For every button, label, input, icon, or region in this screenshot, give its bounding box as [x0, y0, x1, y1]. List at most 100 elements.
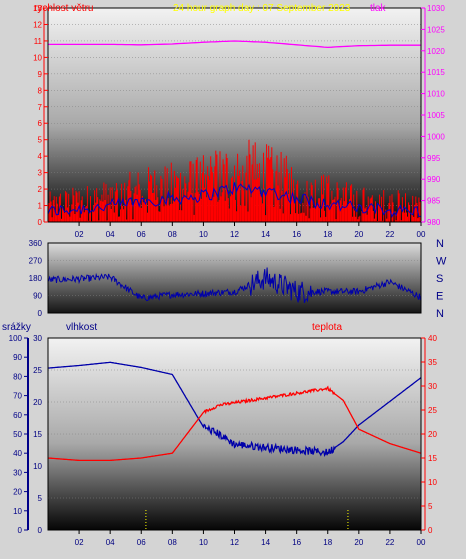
- wind-tick-label: 3: [38, 169, 43, 178]
- compass-label: W: [436, 256, 447, 268]
- series-pressure: [48, 40, 421, 49]
- humidity-tick-label: 25: [33, 366, 42, 375]
- pressure-tick-label: 995: [427, 154, 441, 163]
- compass-label: N: [436, 308, 444, 320]
- x-tick-label: 06: [137, 230, 146, 239]
- x-tick-label: 04: [106, 230, 115, 239]
- wind-tick-label: 13: [33, 4, 42, 13]
- temp-tick-label: 40: [428, 334, 437, 343]
- temp-tick-label: 5: [428, 502, 433, 511]
- rain-tick-label: 100: [9, 334, 23, 343]
- x-tick-label: 18: [323, 230, 332, 239]
- humidity-tick-label: 5: [38, 494, 43, 503]
- wind-tick-label: 12: [33, 20, 42, 29]
- temp-tick-label: 0: [428, 526, 433, 535]
- pressure-tick-label: 1010: [427, 90, 445, 99]
- direction-panel-frame: [47, 242, 422, 314]
- wind-tick-label: 0: [38, 218, 43, 227]
- wind-tick-label: 6: [38, 119, 43, 128]
- x-tick-label: 02: [75, 230, 84, 239]
- temp-label: teplota: [312, 322, 342, 333]
- rain-tick-label: 30: [13, 468, 22, 477]
- pressure-tick-label: 985: [427, 197, 441, 206]
- x-tick-label: 12: [230, 230, 239, 239]
- rain-label: srážky: [2, 322, 31, 333]
- x-tick-label: 08: [168, 538, 177, 547]
- wind-x-labels: 02 04 06 08 10 12 14 16 18 20 22 00: [75, 222, 426, 239]
- x-tick-label: 16: [292, 538, 301, 547]
- temp-tick-label: 20: [428, 430, 437, 439]
- compass-label: E: [436, 291, 443, 303]
- pressure-tick-label: 1015: [427, 68, 445, 77]
- rain-tick-label: 90: [13, 353, 22, 362]
- temp-tick-label: 15: [428, 454, 437, 463]
- pressure-tick-label: 1005: [427, 111, 445, 120]
- wind-tick-label: 1: [38, 202, 43, 211]
- chart-title: 24 hour graph day : 07 September 2023: [173, 3, 351, 14]
- series-wind-direction: [47, 267, 422, 303]
- compass-label: N: [436, 238, 444, 250]
- pressure-tick-label: 1025: [427, 25, 445, 34]
- humidity-label: vlhkost: [66, 322, 97, 333]
- pressure-tick-label: 1030: [427, 4, 445, 13]
- series-wind-average: [47, 182, 422, 218]
- rain-axis-labels: 0 10 20 30 40 50 60 70 80 90 100: [9, 334, 29, 535]
- wind-tick-label: 8: [38, 86, 43, 95]
- wind-marks: [47, 40, 422, 222]
- wind-tick-label: 9: [38, 70, 43, 79]
- wind-tick-label: 5: [38, 136, 43, 145]
- pressure-axis-labels: 980 985 990 995 1000 1005 1010 1015 1020 1025 1030: [421, 4, 445, 227]
- direction-tick-label: 90: [33, 292, 42, 301]
- rain-tick-label: 80: [13, 372, 22, 381]
- x-tick-label: 12: [230, 538, 239, 547]
- humidity-tick-label: 10: [33, 462, 42, 471]
- compass-label: S: [436, 273, 443, 285]
- rain-tick-label: 10: [13, 507, 22, 516]
- rain-tick-label: 20: [13, 488, 22, 497]
- pressure-label: tlak: [370, 3, 387, 14]
- direction-tick-label: 180: [29, 274, 43, 283]
- rain-tick-label: 50: [13, 430, 22, 439]
- direction-axis-labels: 0 90 180 270 360: [29, 239, 43, 318]
- direction-tick-label: 270: [29, 257, 43, 266]
- x-tick-label: 00: [417, 230, 426, 239]
- wind-tick-label: 4: [38, 152, 43, 161]
- temp-tick-label: 10: [428, 478, 437, 487]
- pressure-tick-label: 1000: [427, 132, 445, 141]
- humidity-tick-label: 15: [33, 430, 42, 439]
- wind-tick-label: 2: [38, 185, 43, 194]
- x-tick-label: 10: [199, 538, 208, 547]
- x-tick-label: 00: [417, 538, 426, 547]
- pressure-tick-label: 1020: [427, 47, 445, 56]
- wind-tick-label: 10: [33, 53, 42, 62]
- series-temperature: [47, 385, 422, 462]
- direction-tick-label: 0: [38, 309, 43, 318]
- x-tick-label: 16: [292, 230, 301, 239]
- humidity-tick-label: 20: [33, 398, 42, 407]
- series-humidity: [47, 361, 422, 458]
- x-tick-label: 22: [385, 538, 394, 547]
- x-tick-label: 04: [106, 538, 115, 547]
- x-tick-label: 10: [199, 230, 208, 239]
- rain-tick-label: 70: [13, 392, 22, 401]
- x-tick-label: 18: [323, 538, 332, 547]
- x-tick-label: 22: [385, 230, 394, 239]
- direction-tick-label: 360: [29, 239, 43, 248]
- temp-tick-label: 25: [428, 406, 437, 415]
- wind-label: rychlost větru: [34, 3, 93, 14]
- x-tick-label: 06: [137, 538, 146, 547]
- temp-x-labels: 02 04 06 08 10 12 14 16 18 20 22 00: [75, 530, 426, 547]
- x-tick-label: 14: [261, 230, 270, 239]
- rain-tick-label: 0: [18, 526, 23, 535]
- rain-tick-label: 60: [13, 411, 22, 420]
- x-tick-label: 08: [168, 230, 177, 239]
- direction-marks: [47, 267, 422, 303]
- pressure-tick-label: 980: [427, 218, 441, 227]
- humidity-tick-label: 0: [38, 526, 43, 535]
- humidity-axis-labels: 0 5 10 15 20 25 30: [33, 334, 42, 535]
- temp-axis-labels: 0 5 10 15 20 25 30 35 40: [421, 334, 437, 535]
- wind-tick-label: 11: [34, 37, 43, 46]
